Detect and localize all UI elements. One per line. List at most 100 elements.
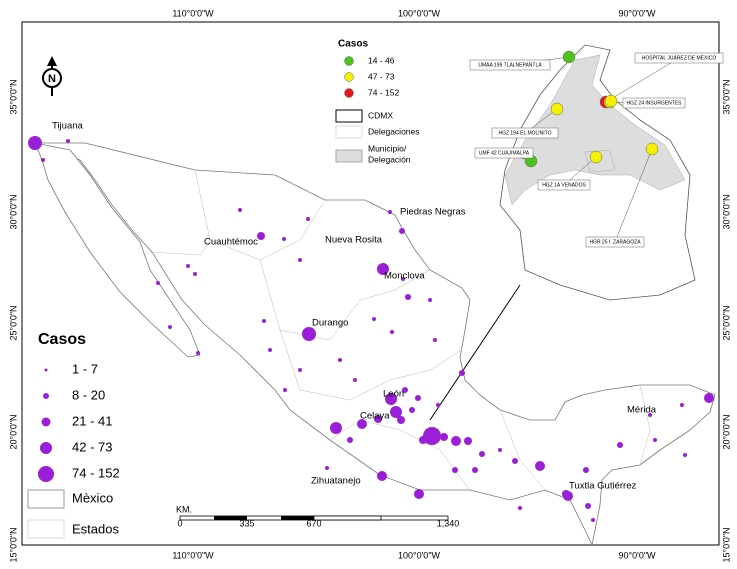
case-symbol	[433, 338, 437, 342]
case-symbol	[186, 264, 190, 268]
hospital-symbol	[550, 102, 564, 116]
inset-legend-title: Casos	[338, 39, 368, 50]
case-symbol	[648, 413, 652, 417]
case-symbol	[423, 427, 441, 445]
leader-line	[614, 148, 653, 243]
hospital-label: UMAA 199 TLALNEPANTLA	[478, 62, 542, 68]
case-symbol	[428, 298, 432, 302]
legend-label: CDMX	[368, 110, 393, 120]
lat-label: 35°0'0"N	[8, 79, 18, 114]
lat-label: 35°0'0"N	[721, 79, 731, 114]
scale-label: 0	[177, 518, 182, 528]
case-symbol	[377, 263, 389, 275]
mexico-outline	[34, 142, 716, 547]
legend-swatch	[335, 109, 363, 123]
case-symbol	[680, 403, 684, 407]
case-symbol	[653, 438, 657, 442]
case-symbol	[298, 368, 302, 372]
case-symbol	[563, 491, 573, 501]
state-borders	[149, 169, 651, 491]
case-symbol	[397, 416, 405, 424]
case-symbol	[583, 467, 589, 473]
tag-box	[634, 52, 724, 64]
case-symbol	[385, 393, 397, 405]
hospital-symbol	[562, 50, 576, 64]
case-symbol	[464, 437, 472, 445]
lat-label: 20°0'0"N	[8, 414, 18, 449]
case-symbol	[459, 370, 465, 376]
case-symbol	[156, 281, 160, 285]
legend-swatch	[335, 149, 363, 163]
lat-label: 25°0'0"N	[8, 305, 18, 340]
inset-connector	[429, 284, 521, 421]
legend-label: 14 - 46	[368, 55, 395, 65]
city-label: Mérida	[627, 405, 657, 416]
case-symbol	[402, 387, 408, 393]
legend-title: Casos	[38, 331, 86, 348]
case-symbol	[330, 422, 342, 434]
case-symbol	[193, 272, 197, 276]
case-symbol	[298, 258, 302, 262]
legend-label: Delegaciones	[368, 126, 420, 136]
city-label: Tijuana	[52, 121, 84, 132]
lon-label: 90°0'0"W	[618, 8, 656, 18]
city-label: León	[383, 389, 404, 400]
legend-symbol	[344, 56, 354, 66]
legend-label: 74 - 152	[368, 87, 399, 97]
case-symbol	[268, 348, 272, 352]
case-symbol	[451, 436, 461, 446]
legend-label: 47 - 73	[368, 71, 395, 81]
lon-label: 110°0'0"W	[172, 8, 214, 18]
lon-label: 110°0'0"W	[172, 550, 214, 560]
case-symbol	[282, 237, 286, 241]
case-symbol	[498, 448, 502, 452]
tag-box	[491, 127, 559, 139]
case-symbol	[585, 503, 591, 509]
hospital-label: HGZ 1A VENADOS	[542, 182, 586, 188]
case-symbol	[405, 294, 411, 300]
legend-label: Estados	[72, 521, 119, 536]
city-label: Tuxtla Gutiérrez	[569, 481, 636, 492]
hospital-label: HOSPITAL JUÁREZ DE MÉXICO	[642, 54, 717, 61]
case-symbol	[390, 406, 402, 418]
hospital-symbol	[645, 142, 659, 156]
tag-box	[537, 179, 591, 191]
legend-label: Delegación	[368, 154, 411, 164]
case-symbol	[452, 467, 458, 473]
case-symbol	[591, 518, 595, 522]
case-symbol	[683, 453, 687, 457]
case-symbol	[390, 330, 394, 334]
case-symbol	[283, 388, 287, 392]
city-label: Monclova	[384, 271, 425, 282]
case-symbol	[372, 317, 376, 321]
case-symbol	[399, 228, 405, 234]
case-symbol	[704, 393, 714, 403]
lat-label: 25°0'0"N	[721, 305, 731, 340]
case-symbol	[257, 232, 265, 240]
case-symbol	[196, 351, 200, 355]
city-label: Nueva Rosita	[325, 235, 383, 246]
hospital-label: UMF 42 CUAJIMALPA	[479, 150, 530, 156]
case-symbol	[338, 358, 342, 362]
case-symbol	[262, 319, 266, 323]
case-symbol	[388, 210, 392, 214]
case-symbol	[535, 461, 545, 471]
lat-label: 15°0'0"N	[8, 527, 18, 562]
case-symbol	[401, 277, 405, 281]
hospital-symbol	[604, 94, 618, 108]
case-symbol	[28, 136, 42, 150]
scale-bar	[179, 515, 449, 521]
lon-label: 100°0'0"W	[398, 550, 441, 560]
case-symbol	[325, 466, 329, 470]
hospital-label: HGZ 194 EL MOLINITO	[498, 130, 551, 136]
case-symbol	[41, 158, 45, 162]
legend-swatch	[335, 125, 363, 139]
case-symbol	[347, 437, 353, 443]
case-symbol	[306, 217, 310, 221]
city-label: Celaya	[360, 411, 390, 422]
case-symbol	[472, 467, 478, 473]
case-symbol	[409, 407, 415, 413]
north-arrow: N	[42, 56, 62, 96]
hospital-label: HGZ 24 INSURGENTES	[626, 100, 682, 106]
